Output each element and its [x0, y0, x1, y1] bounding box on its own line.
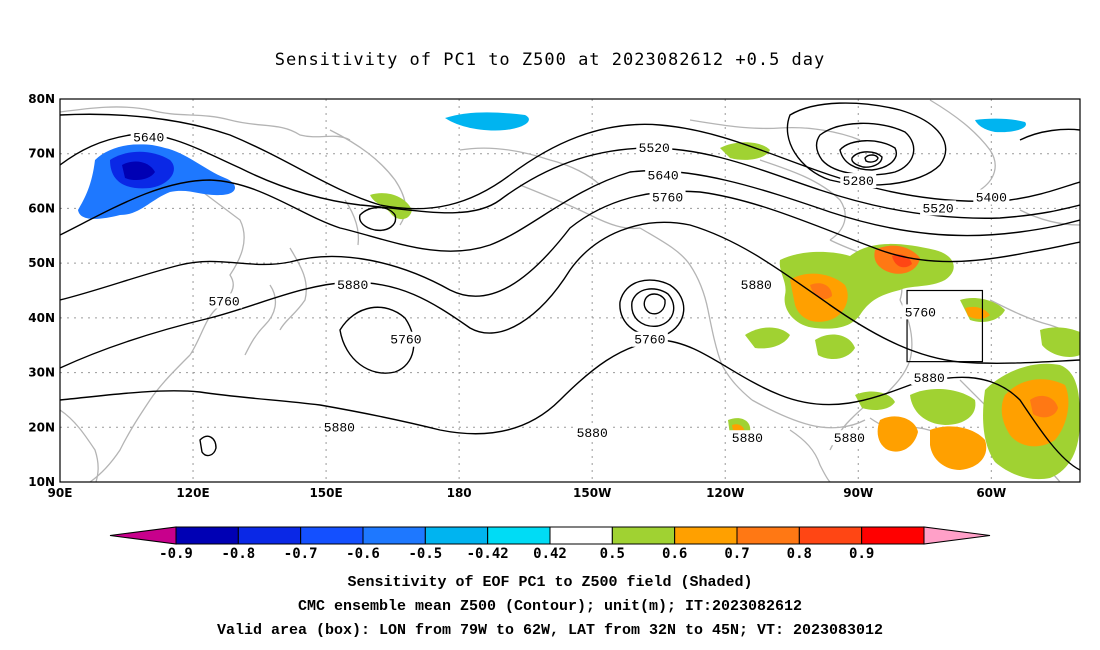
contour-label-bg [334, 277, 371, 293]
lon-label: 120W [706, 486, 744, 500]
contour-label-bg [631, 331, 668, 347]
colorbar-tick-label: 0.8 [787, 546, 812, 562]
colorbar-tick-label: -0.9 [159, 546, 193, 562]
contour-label-bg [831, 430, 868, 446]
colorbar-box [487, 526, 551, 545]
contour-label: 5760 [634, 333, 665, 348]
lat-label: 50N [28, 256, 55, 270]
colorbar-over-triangle [923, 526, 991, 545]
contour-label: 5640 [133, 130, 164, 145]
contour-label: 5760 [905, 305, 936, 320]
longitude-labels: 90E 120E 150E 180 150W 120W 90W 60W [48, 486, 1007, 500]
colorbar-tick-label: -0.6 [346, 546, 380, 562]
lat-label: 10N [28, 475, 55, 489]
contour-label: 5880 [732, 431, 763, 446]
colorbar-box [736, 526, 800, 545]
contour-label: 5520 [639, 141, 670, 156]
colorbar-tick-label: 0.7 [724, 546, 749, 562]
contour-labels: 5640 5520 5640 5760 5280 5400 5520 5880 5760 5880… [130, 129, 1010, 446]
colorbar-tick-label: -0.5 [408, 546, 442, 562]
colorbar-tick-label: 0.5 [600, 546, 625, 562]
colorbar-under-triangle [109, 526, 177, 545]
contour-label: 5640 [648, 169, 679, 184]
colorbar-box [424, 526, 489, 545]
colorbar-box [674, 526, 738, 545]
contour-label: 5880 [914, 371, 945, 386]
colorbar-tick-label: 0.42 [533, 546, 567, 562]
contour-label-bg [574, 424, 611, 440]
sensitivity-shading [78, 112, 1080, 480]
lon-label: 150E [309, 486, 342, 500]
contour-label-bg [840, 173, 877, 189]
lon-label: 90E [48, 486, 73, 500]
contour-label-bg [636, 140, 673, 156]
contour-label-bg [729, 430, 766, 446]
contour-label: 5880 [324, 420, 355, 435]
colorbar-box [861, 526, 925, 545]
contour-label-bg [321, 419, 358, 435]
lat-label: 40N [28, 311, 55, 325]
lon-label: 180 [447, 486, 472, 500]
lon-label: 150W [573, 486, 611, 500]
colorbar-tick-label: -0.8 [221, 546, 255, 562]
contour-label: 5760 [390, 333, 421, 348]
caption-line-1: Sensitivity of EOF PC1 to Z500 field (Sh… [347, 574, 753, 591]
colorbar-labels: -0.9 -0.8 -0.7 -0.6 -0.5 -0.42 0.42 0.5 0.6 0.7 0.… [159, 546, 874, 562]
colorbar-tick-label: -0.7 [284, 546, 318, 562]
contour-label: 5280 [843, 174, 874, 189]
lon-label: 60W [976, 486, 1006, 500]
map-frame [59, 98, 1081, 483]
colorbar-box [549, 526, 613, 545]
lat-label: 70N [28, 147, 55, 161]
graticule [60, 99, 1080, 482]
chart-title: Sensitivity of PC1 to Z500 at 2023082612… [274, 50, 826, 70]
contour-label-bg [911, 370, 948, 386]
contour-label: 5760 [652, 190, 683, 205]
caption-line-2: CMC ensemble mean Z500 (Contour); unit(m… [297, 598, 803, 615]
colorbar-box [237, 526, 302, 545]
colorbar [109, 526, 991, 545]
colorbar-box [300, 526, 364, 545]
colorbar-tick-label: 0.6 [662, 546, 687, 562]
contour-label-bg [738, 277, 775, 293]
lat-label: 20N [28, 420, 55, 434]
contour-label-bg [206, 293, 243, 309]
colorbar-box [175, 526, 239, 545]
contour-label-bg [645, 167, 682, 183]
colorbar-tick-label: 0.9 [849, 546, 874, 562]
contour-label: 5880 [337, 278, 368, 293]
colorbar-box [798, 526, 863, 545]
contour-label-bg [973, 189, 1010, 205]
contour-label: 5760 [208, 294, 239, 309]
contour-label-bg [902, 304, 939, 320]
contour-label: 5880 [741, 278, 772, 293]
caption-line-3: Valid area (box): LON from 79W to 62W, L… [216, 622, 884, 639]
lon-label: 90W [843, 486, 873, 500]
contour-label: 5520 [922, 201, 953, 216]
contour-label: 5880 [577, 426, 608, 441]
lat-label: 80N [28, 92, 55, 106]
contour-label: 5880 [834, 431, 865, 446]
latitude-labels: 80N 70N 60N 50N 40N 30N 20N 10N [28, 92, 55, 489]
colorbar-box [362, 526, 426, 545]
lon-label: 120E [176, 486, 209, 500]
lat-label: 30N [28, 366, 55, 380]
colorbar-tick-label: -0.42 [467, 546, 509, 562]
contour-label-bg [130, 129, 167, 145]
lat-label: 60N [28, 201, 55, 215]
contour-label-bg [387, 331, 424, 347]
valid-area-box [906, 289, 984, 363]
contour-label: 5400 [976, 190, 1007, 205]
colorbar-box [611, 526, 676, 545]
contour-label-bg [649, 189, 686, 205]
contour-label-bg [920, 200, 957, 216]
